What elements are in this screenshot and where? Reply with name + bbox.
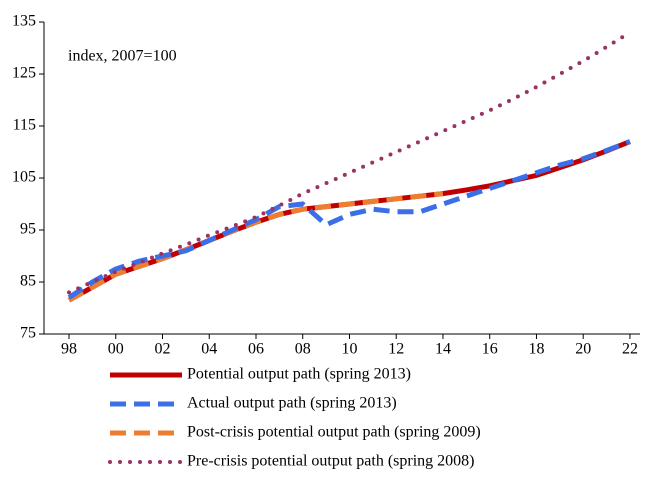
series-line	[67, 30, 632, 295]
legend-label: Potential output path (spring 2013)	[187, 366, 411, 383]
annotation: index, 2007=100	[68, 48, 177, 65]
x-tick-label: 00	[108, 341, 124, 358]
x-tick-label: 10	[341, 341, 357, 358]
y-tick-label: 75	[20, 325, 36, 342]
y-tick-label: 95	[20, 221, 36, 238]
y-tick-label: 115	[13, 117, 36, 134]
y-tick-label: 105	[12, 169, 36, 186]
x-tick-label: 22	[622, 341, 638, 358]
x-tick-label: 12	[388, 341, 404, 358]
x-tick-label: 02	[154, 341, 170, 358]
y-tick-label: 85	[20, 273, 36, 290]
x-tick-label: 16	[482, 341, 498, 358]
series-line	[67, 139, 631, 303]
y-tick-label: 135	[12, 13, 36, 30]
x-tick-label: 14	[435, 341, 451, 358]
x-tick-label: 20	[575, 341, 591, 358]
x-tick-label: 98	[61, 341, 77, 358]
legend-label: Actual output path (spring 2013)	[187, 395, 397, 412]
legend-label: Pre-crisis potential output path (spring…	[187, 453, 475, 470]
x-tick-label: 18	[528, 341, 544, 358]
x-tick-label: 06	[248, 341, 264, 358]
x-tick-label: 04	[201, 341, 217, 358]
series-line	[67, 139, 631, 300]
x-tick-label: 08	[295, 341, 311, 358]
y-tick-label: 125	[12, 65, 36, 82]
legend-label: Post-crisis potential output path (sprin…	[187, 424, 481, 441]
